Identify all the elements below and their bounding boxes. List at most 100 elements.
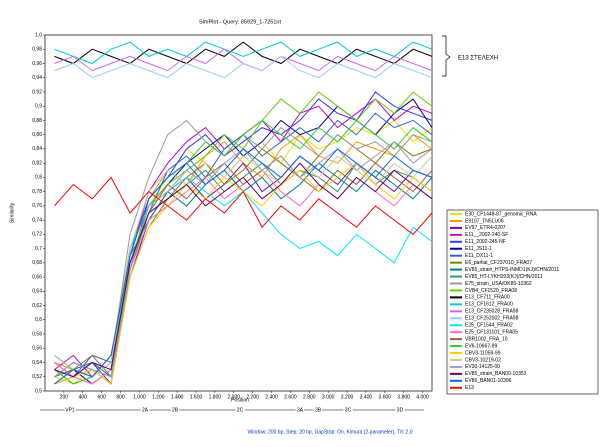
x-tick-label: 1.200 — [152, 394, 165, 400]
series-line — [54, 134, 433, 385]
y-tick-label: 0,66 — [32, 274, 42, 280]
y-tick-label: 0,56 — [32, 346, 42, 352]
legend-label: E13_CF1612_FRA00 — [465, 302, 513, 308]
legend-label: EV6-10667-99 — [465, 343, 497, 349]
y-tick-label: 0,9 — [35, 104, 42, 110]
region-label: 2A — [142, 407, 149, 413]
series-line — [54, 55, 433, 79]
y-tick-label: 1,0 — [35, 32, 42, 38]
series-line — [54, 162, 433, 378]
legend-label: E75_strain_USA/OK85-10362 — [465, 281, 532, 287]
y-tick-label: 0,7 — [35, 246, 42, 252]
x-tick-label: 1.800 — [209, 394, 222, 400]
y-tick-label: 0,98 — [32, 47, 42, 53]
x-tick-label: 2.600 — [284, 394, 297, 400]
region-label: 2B — [172, 407, 179, 413]
legend-label: EV85_strain_HTPS-INMD1(KJ)/CHN/2011 — [465, 267, 559, 273]
legend-label: E13_CF711_FRA00 — [465, 295, 510, 301]
x-tick-label: 1.600 — [190, 394, 203, 400]
region-label: 3D — [397, 407, 404, 413]
x-tick-label: 800 — [116, 394, 125, 400]
region-label: 2C — [237, 407, 244, 413]
x-tick-label: 200 — [60, 394, 69, 400]
series-line — [54, 162, 433, 378]
legend-label: EV85_HT-LYKH203(KJ)/CHN/2011 — [465, 274, 543, 280]
y-axis-label: Similarity — [9, 202, 15, 223]
legend-label: E30_CF1448-87_genomic_RNA — [465, 211, 537, 217]
y-tick-label: 0,88 — [32, 118, 42, 124]
region-label: 3C — [345, 407, 352, 413]
y-tick-label: 0,52 — [32, 374, 42, 380]
settings-note: Window: 200 bp, Step: 20 bp, GapStrip: O… — [248, 429, 413, 435]
y-tick-label: 0,74 — [32, 217, 42, 223]
legend-label: E25_CF1544_FRA02 — [465, 323, 513, 329]
y-tick-label: 0,58 — [32, 331, 42, 337]
x-tick-label: 3.400 — [360, 394, 373, 400]
x-tick-label: 3.000 — [322, 394, 335, 400]
series-line — [54, 48, 433, 72]
series-line — [54, 155, 433, 378]
series-line — [54, 119, 433, 385]
series-line — [54, 119, 433, 385]
y-tick-label: 0,72 — [32, 232, 42, 238]
legend-label: CBV3-10219-02 — [465, 357, 501, 363]
series-line — [54, 41, 433, 65]
legend-label: E11_DX11-1 — [465, 253, 493, 259]
x-tick-label: 1.000 — [133, 394, 146, 400]
y-tick-label: 0,5 — [35, 388, 42, 394]
y-tick-label: 0,54 — [32, 360, 42, 366]
bracket-label: E13 ΣΤΕΛΕΧΗ — [458, 56, 498, 62]
y-tick-label: 0,6 — [35, 317, 42, 323]
x-tick-label: 3.200 — [341, 394, 354, 400]
legend-label: E25_CF131101_FRA05 — [465, 329, 518, 335]
x-tick-label: 1.400 — [171, 394, 184, 400]
series-line — [54, 176, 433, 236]
y-tick-label: 0,92 — [32, 89, 42, 95]
series-line — [54, 98, 433, 378]
legend-label: E6_partial_CF237010_FRA07 — [465, 260, 532, 266]
y-tick-label: 0,84 — [32, 146, 42, 152]
series-line — [54, 155, 433, 378]
region-label: VP1 — [65, 407, 75, 413]
chart-title: SimPlot - Query: 85929_1-7251nt — [199, 19, 281, 25]
legend-label: E11__2002-240-SF — [465, 232, 508, 238]
y-tick-label: 0,8 — [35, 175, 42, 181]
series-line — [54, 162, 433, 385]
legend-label: VBR1002_FRA_10 — [465, 336, 508, 342]
y-tick-label: 0,64 — [32, 289, 42, 295]
legend-label: EV97_ETR4-0207 — [465, 225, 506, 231]
y-tick-label: 0,76 — [32, 203, 42, 209]
legend-label: E13 — [465, 385, 474, 391]
legend-label: EV86_BAN01-10396 — [465, 378, 512, 384]
legend-label: E11_2002-245-NF — [465, 239, 506, 245]
x-tick-label: 4.000 — [416, 394, 429, 400]
series-line — [54, 91, 433, 385]
x-tick-label: 2.800 — [303, 394, 316, 400]
x-tick-label: 3.800 — [397, 394, 410, 400]
legend-box — [446, 209, 599, 395]
legend-label: E11_JS11-1 — [465, 246, 492, 252]
x-tick-label: 3.600 — [379, 394, 392, 400]
region-label: 3A — [297, 407, 304, 413]
y-tick-label: 0,78 — [32, 189, 42, 195]
x-tick-label: 2.000 — [228, 394, 241, 400]
x-tick-label: 2.400 — [265, 394, 278, 400]
y-tick-label: 0,82 — [32, 160, 42, 166]
legend-label: E13_CF252002_FRA98 — [465, 316, 519, 322]
y-tick-label: 0,96 — [32, 61, 42, 67]
legend-label: EV30-14125-00 — [465, 364, 500, 370]
series-line — [54, 169, 433, 385]
y-tick-label: 0,86 — [32, 132, 42, 138]
series-line — [54, 41, 433, 65]
bracket — [442, 35, 451, 77]
series-line — [54, 162, 433, 385]
legend-label: EV85_strain_BAN00-10353 — [465, 371, 527, 377]
y-tick-label: 0,68 — [32, 260, 42, 266]
y-tick-label: 0,62 — [32, 303, 42, 309]
y-tick-label: 0,94 — [32, 75, 42, 81]
x-tick-label: 600 — [97, 394, 106, 400]
series-line — [54, 148, 433, 385]
series-line — [54, 176, 433, 378]
